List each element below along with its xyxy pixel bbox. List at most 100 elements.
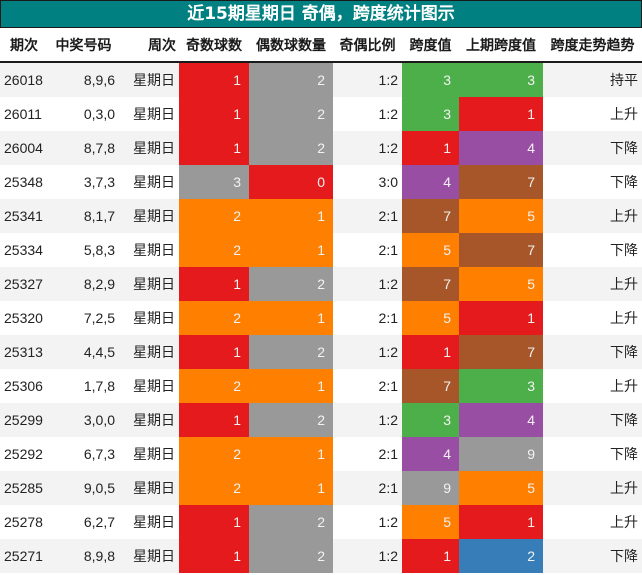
table-row: 25341 8,1,7 星期日 2 1 2:1 7 5 上升 [0,199,642,233]
odd-count-cell: 2 [179,471,249,505]
prev-span-cell: 7 [459,165,543,199]
ratio-cell: 2:1 [333,369,402,403]
odd-count-cell: 1 [179,97,249,131]
numbers-cell: 3,7,3 [48,165,119,199]
issue-cell: 25278 [0,505,48,539]
numbers-cell: 9,0,5 [48,471,119,505]
numbers-cell: 8,9,8 [48,539,119,573]
span-cell: 4 [402,437,459,471]
trend-cell: 下降 [543,403,642,437]
col-header-even-count: 偶数球数量 [249,28,333,63]
even-count-cell: 2 [249,539,333,573]
prev-span-cell: 5 [459,199,543,233]
prev-span-cell: 1 [459,97,543,131]
odd-count-cell: 1 [179,505,249,539]
span-cell: 1 [402,335,459,369]
table-row: 26018 8,9,6 星期日 1 2 1:2 3 3 持平 [0,62,642,97]
odd-count-cell: 2 [179,369,249,403]
table-row: 26011 0,3,0 星期日 1 2 1:2 3 1 上升 [0,97,642,131]
weekday-cell: 星期日 [119,505,179,539]
numbers-cell: 8,2,9 [48,267,119,301]
issue-cell: 25327 [0,267,48,301]
prev-span-cell: 5 [459,267,543,301]
odd-count-cell: 3 [179,165,249,199]
issue-cell: 25292 [0,437,48,471]
table-row: 25306 1,7,8 星期日 2 1 2:1 7 3 上升 [0,369,642,403]
ratio-cell: 3:0 [333,165,402,199]
table-row: 25348 3,7,3 星期日 3 0 3:0 4 7 下降 [0,165,642,199]
odd-count-cell: 1 [179,267,249,301]
table-row: 25320 7,2,5 星期日 2 1 2:1 5 1 上升 [0,301,642,335]
even-count-cell: 2 [249,62,333,97]
even-count-cell: 2 [249,403,333,437]
table-row: 26004 8,7,8 星期日 1 2 1:2 1 4 下降 [0,131,642,165]
span-cell: 5 [402,233,459,267]
col-header-issue: 期次 [0,28,48,63]
span-cell: 1 [402,539,459,573]
issue-cell: 25306 [0,369,48,403]
trend-cell: 下降 [543,437,642,471]
table-row: 25299 3,0,0 星期日 1 2 1:2 3 4 下降 [0,403,642,437]
span-cell: 4 [402,165,459,199]
trend-cell: 上升 [543,369,642,403]
trend-cell: 上升 [543,199,642,233]
ratio-cell: 1:2 [333,62,402,97]
odd-count-cell: 2 [179,437,249,471]
span-cell: 3 [402,97,459,131]
trend-cell: 持平 [543,62,642,97]
ratio-cell: 2:1 [333,471,402,505]
numbers-cell: 6,2,7 [48,505,119,539]
issue-cell: 25299 [0,403,48,437]
chart-title: 近15期星期日 奇偶，跨度统计图示 [0,0,642,28]
issue-cell: 26004 [0,131,48,165]
ratio-cell: 2:1 [333,233,402,267]
prev-span-cell: 9 [459,437,543,471]
trend-cell: 上升 [543,505,642,539]
weekday-cell: 星期日 [119,539,179,573]
weekday-cell: 星期日 [119,165,179,199]
even-count-cell: 2 [249,131,333,165]
prev-span-cell: 7 [459,335,543,369]
stats-table: 期次 中奖号码 周次 奇数球数 偶数球数量 奇偶比例 跨度值 上期跨度值 跨度走… [0,28,642,573]
trend-cell: 下降 [543,539,642,573]
prev-span-cell: 3 [459,62,543,97]
trend-cell: 下降 [543,165,642,199]
span-cell: 7 [402,369,459,403]
issue-cell: 25334 [0,233,48,267]
col-header-odd-count: 奇数球数 [179,28,249,63]
even-count-cell: 2 [249,505,333,539]
odd-count-cell: 1 [179,539,249,573]
table-row: 25327 8,2,9 星期日 1 2 1:2 7 5 上升 [0,267,642,301]
even-count-cell: 1 [249,437,333,471]
issue-cell: 25313 [0,335,48,369]
span-cell: 7 [402,267,459,301]
numbers-cell: 5,8,3 [48,233,119,267]
table-row: 25278 6,2,7 星期日 1 2 1:2 5 1 上升 [0,505,642,539]
prev-span-cell: 1 [459,301,543,335]
prev-span-cell: 5 [459,471,543,505]
weekday-cell: 星期日 [119,233,179,267]
even-count-cell: 1 [249,301,333,335]
table-body: 26018 8,9,6 星期日 1 2 1:2 3 3 持平 26011 0,3,0 星期日 1 2 1:2… [0,62,642,573]
ratio-cell: 1:2 [333,267,402,301]
even-count-cell: 1 [249,199,333,233]
span-cell: 5 [402,505,459,539]
prev-span-cell: 4 [459,403,543,437]
col-header-weekday: 周次 [119,28,179,63]
numbers-cell: 8,1,7 [48,199,119,233]
issue-cell: 26011 [0,97,48,131]
col-header-span: 跨度值 [402,28,459,63]
odd-count-cell: 1 [179,62,249,97]
odd-count-cell: 1 [179,403,249,437]
even-count-cell: 1 [249,233,333,267]
weekday-cell: 星期日 [119,335,179,369]
weekday-cell: 星期日 [119,199,179,233]
weekday-cell: 星期日 [119,471,179,505]
numbers-cell: 4,4,5 [48,335,119,369]
weekday-cell: 星期日 [119,301,179,335]
numbers-cell: 1,7,8 [48,369,119,403]
col-header-span-trend: 跨度走势趋势 [543,28,642,63]
numbers-cell: 3,0,0 [48,403,119,437]
even-count-cell: 2 [249,335,333,369]
trend-cell: 上升 [543,267,642,301]
